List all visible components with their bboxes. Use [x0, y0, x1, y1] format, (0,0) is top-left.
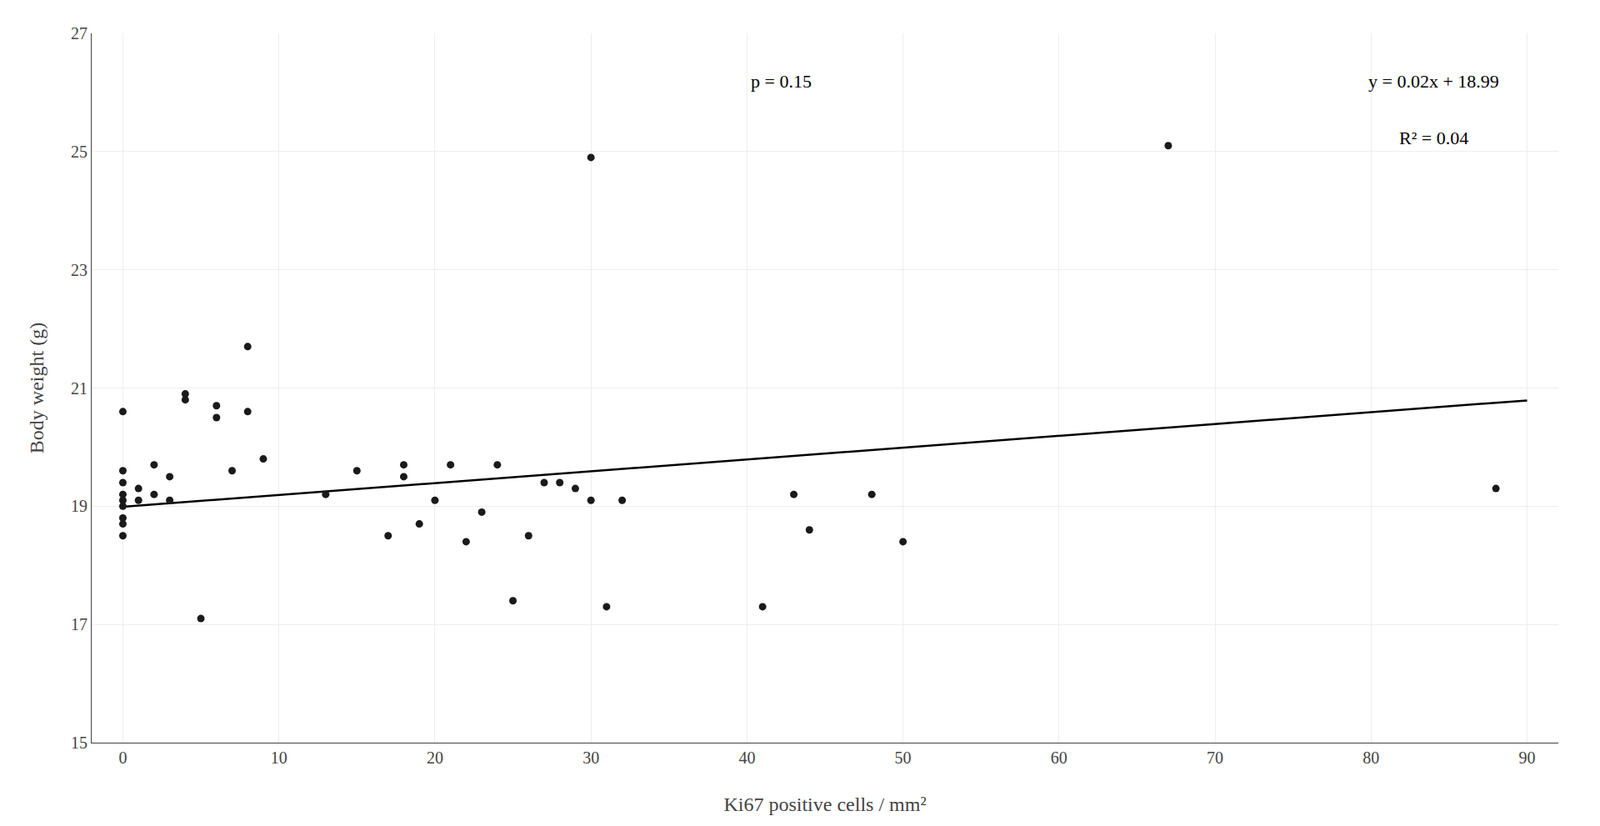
- svg-text:30: 30: [582, 748, 600, 767]
- svg-text:60: 60: [1050, 748, 1068, 767]
- svg-text:25: 25: [70, 142, 88, 161]
- svg-text:21: 21: [70, 379, 88, 398]
- svg-text:0: 0: [118, 748, 127, 767]
- svg-text:40: 40: [738, 748, 755, 767]
- svg-text:23: 23: [70, 260, 88, 280]
- svg-text:90: 90: [1519, 748, 1536, 767]
- svg-text:19: 19: [70, 496, 88, 515]
- svg-text:70: 70: [1206, 748, 1224, 767]
- svg-text:50: 50: [895, 748, 912, 767]
- svg-text:Body weight (g): Body weight (g): [25, 322, 48, 454]
- svg-text:80: 80: [1362, 748, 1380, 767]
- svg-text:20: 20: [426, 748, 444, 767]
- svg-text:y = 0.02x + 18.99: y = 0.02x + 18.99: [1368, 70, 1500, 92]
- svg-text:15: 15: [70, 733, 88, 752]
- svg-text:27: 27: [70, 24, 88, 43]
- svg-text:10: 10: [270, 748, 288, 767]
- svg-text:R² = 0.04: R² = 0.04: [1399, 127, 1469, 149]
- svg-text:17: 17: [70, 615, 88, 634]
- svg-text:p = 0.15: p = 0.15: [750, 70, 812, 92]
- svg-text:Ki67 positive cells / mm²: Ki67 positive cells / mm²: [723, 793, 926, 815]
